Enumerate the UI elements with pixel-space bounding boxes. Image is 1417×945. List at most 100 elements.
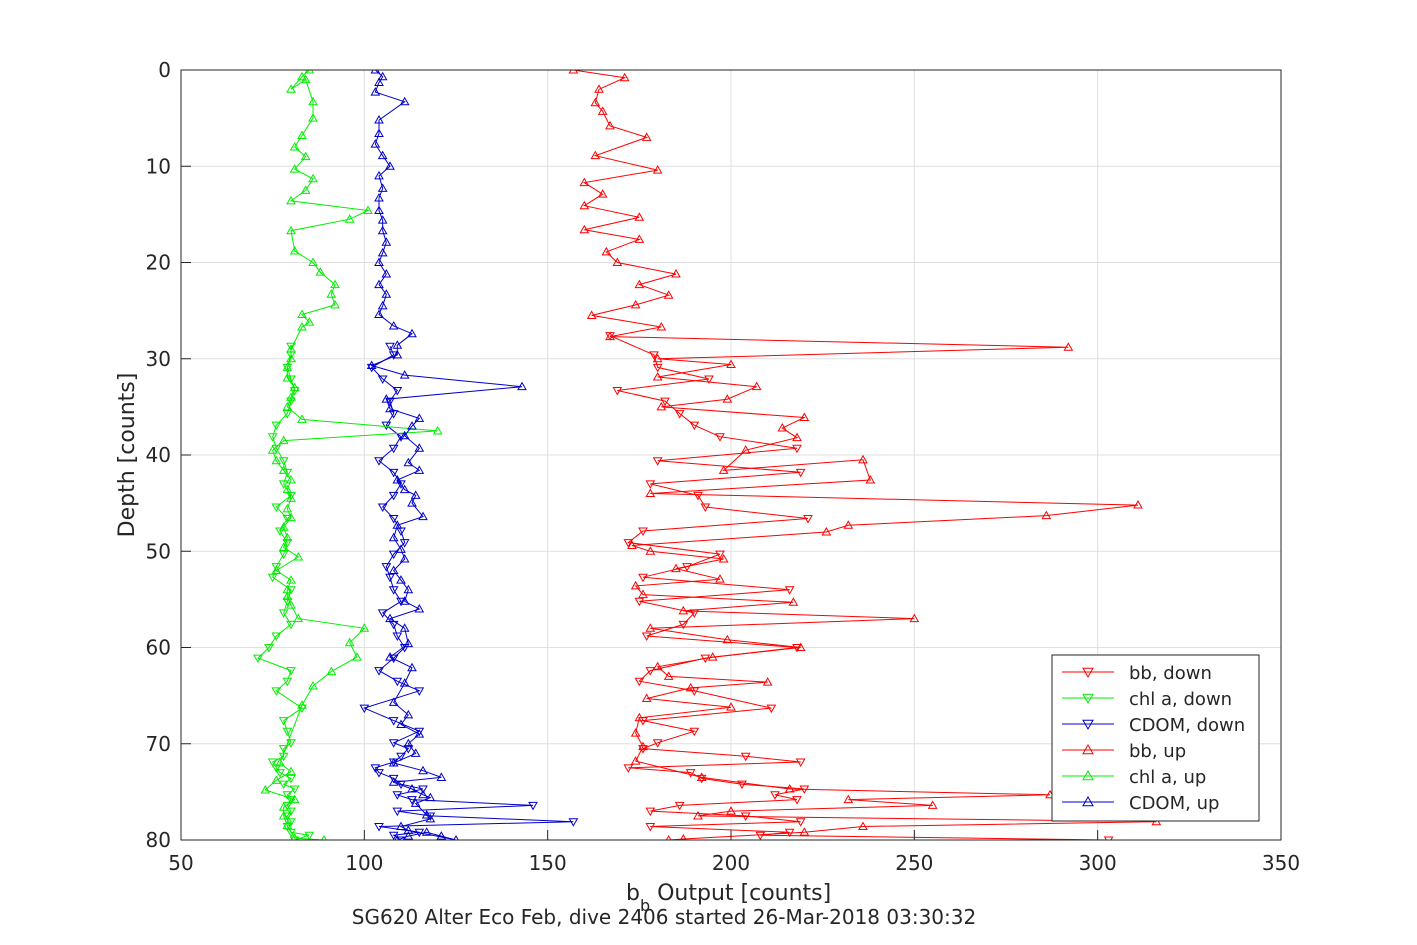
data-point [641, 132, 652, 141]
data-point [410, 748, 421, 757]
data-point [392, 349, 403, 359]
data-point [579, 200, 590, 210]
data-point [1133, 500, 1143, 509]
data-point [693, 491, 703, 501]
data-point [253, 654, 263, 664]
data-point [652, 372, 663, 381]
data-point [286, 818, 296, 827]
data-point [388, 565, 399, 574]
data-point [293, 613, 304, 623]
legend-label: chl a, up [1129, 767, 1206, 788]
data-point [663, 290, 674, 299]
data-point [414, 729, 425, 738]
data-point [414, 687, 425, 696]
y-tick-label: 10 [146, 154, 171, 178]
data-point [403, 709, 414, 719]
data-point [638, 589, 648, 599]
data-point [377, 215, 388, 224]
data-point [300, 185, 311, 194]
x-axis-label-rest: Output [counts] [650, 881, 831, 906]
data-point [396, 752, 406, 762]
data-point [718, 553, 729, 563]
data-point [638, 527, 648, 537]
data-point [858, 821, 868, 831]
data-point [766, 704, 777, 714]
data-point [278, 465, 289, 474]
data-point [671, 269, 681, 278]
data-point [652, 363, 663, 373]
legend-marker [1082, 743, 1094, 755]
x-axis-label-main: b [626, 881, 640, 906]
legend: bb, down chl a, down CDOM, down bb, up chl a… [1051, 654, 1260, 822]
data-point [374, 769, 384, 778]
data-point [645, 546, 656, 555]
data-point [403, 745, 414, 754]
data-point [388, 717, 399, 726]
data-point [612, 387, 623, 396]
data-point [388, 586, 399, 595]
chart-subtitle: SG620 Alter Eco Feb, dive 2406 started 2… [352, 905, 976, 929]
data-point [370, 87, 381, 96]
data-point [374, 257, 384, 266]
data-point [663, 671, 674, 680]
data-point [374, 128, 384, 138]
data-point [282, 410, 293, 419]
data-point [374, 457, 384, 466]
data-point [623, 539, 634, 548]
data-point [267, 758, 278, 768]
data-point [605, 331, 615, 341]
data-point [399, 678, 410, 687]
x-tick-label: 300 [1079, 851, 1117, 875]
data-point [630, 580, 641, 590]
legend-label: CDOM, up [1129, 793, 1219, 814]
data-point [271, 503, 282, 512]
series-cdom-up [366, 70, 527, 840]
data-point [399, 553, 410, 563]
data-point [696, 774, 707, 784]
data-point [689, 727, 700, 737]
y-tick-label: 80 [146, 828, 171, 852]
data-point [715, 433, 725, 442]
data-point [388, 515, 399, 524]
data-point [627, 540, 637, 549]
legend-box [1051, 654, 1260, 822]
data-point [436, 831, 447, 840]
data-point [579, 177, 590, 187]
x-tick-label: 150 [529, 851, 567, 875]
data-point [377, 503, 388, 512]
data-point [381, 394, 392, 403]
data-point [286, 667, 296, 676]
data-point [366, 360, 377, 369]
data-point [278, 550, 289, 560]
data-point [297, 130, 307, 139]
data-point [740, 445, 751, 454]
data-point [795, 642, 806, 651]
series-chl-a-up [260, 70, 443, 840]
data-point [414, 465, 425, 474]
x-tick-label: 250 [895, 851, 933, 875]
data-point [718, 465, 729, 474]
data-point [737, 780, 747, 790]
data-point [652, 353, 663, 363]
data-point [271, 565, 282, 574]
data-point [267, 573, 278, 583]
data-point [293, 552, 304, 561]
legend-marker [1082, 667, 1094, 679]
data-point [286, 828, 296, 838]
data-point [762, 677, 773, 686]
data-point [396, 836, 406, 840]
data-point [388, 777, 399, 786]
data-point [568, 70, 579, 74]
data-point [755, 831, 766, 840]
data-point [612, 257, 623, 266]
data-point [1103, 836, 1114, 840]
data-point [396, 597, 406, 607]
data-point [297, 414, 307, 423]
data-point [271, 687, 282, 696]
y-tick-label: 0 [158, 58, 171, 82]
data-point [289, 164, 300, 173]
data-point [286, 807, 296, 817]
data-point [568, 818, 579, 827]
data-point [385, 613, 395, 623]
